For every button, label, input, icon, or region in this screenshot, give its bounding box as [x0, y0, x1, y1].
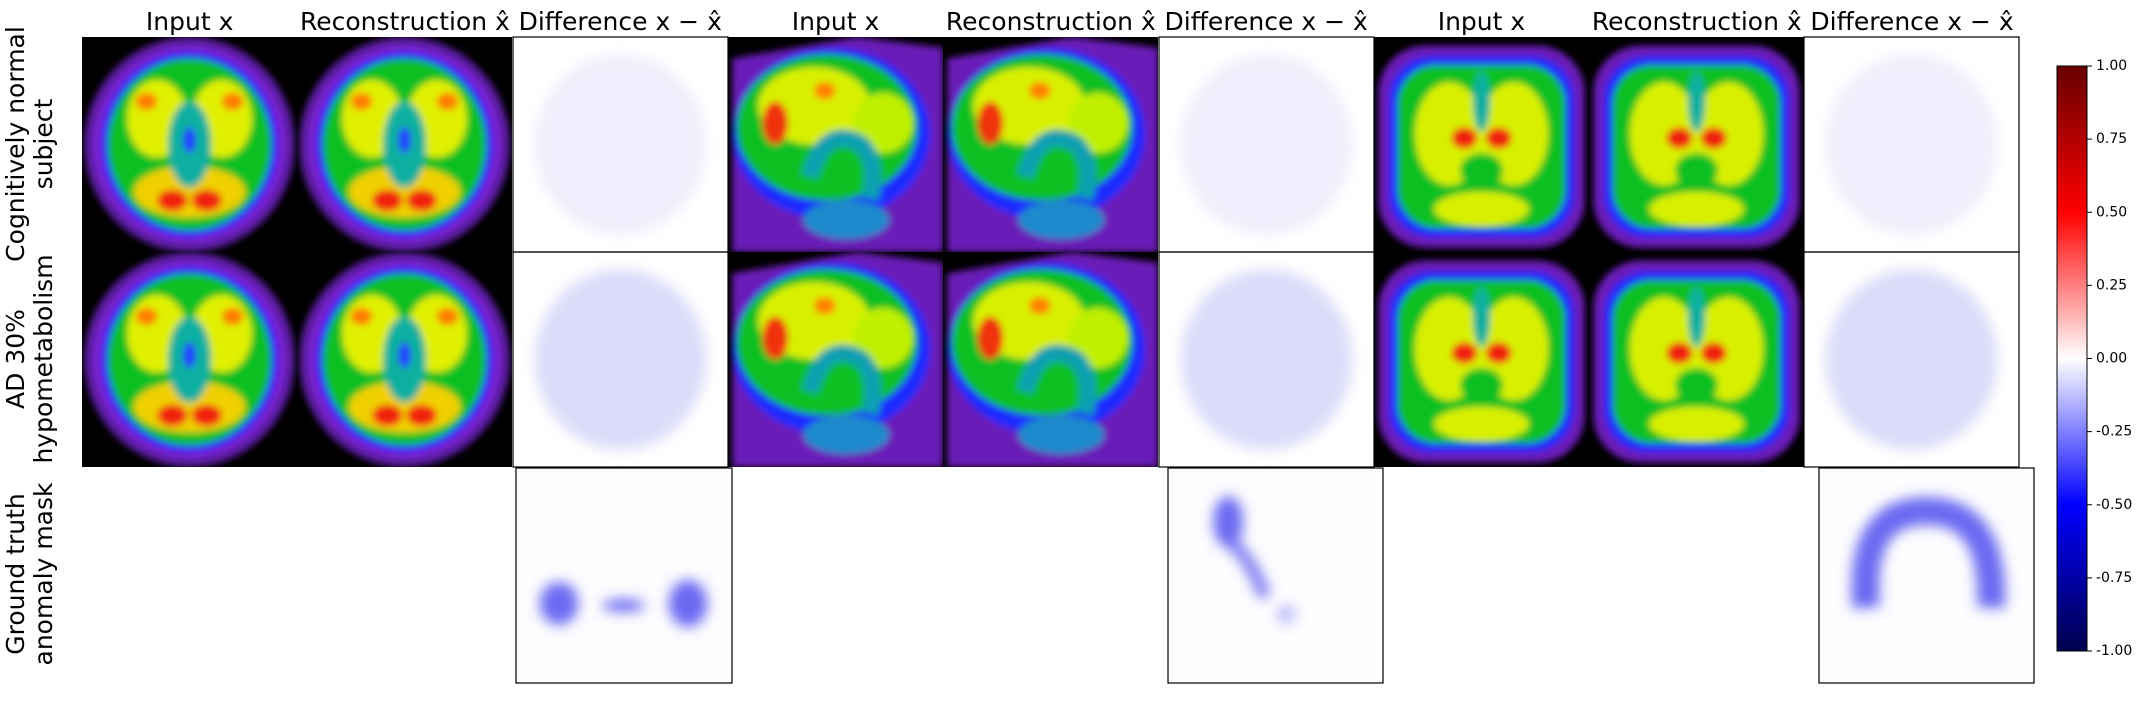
- difference-image: [1159, 37, 1374, 252]
- colorbar-tick-label: -0.75: [2096, 570, 2132, 586]
- pet-image: [1589, 37, 1804, 252]
- difference-image: [1804, 37, 2019, 252]
- row-label: Ground truth: [1, 493, 30, 654]
- row-label: subject: [29, 99, 58, 190]
- column-title: Input x: [1438, 7, 1525, 36]
- pet-image: [1374, 37, 1589, 252]
- column-title: Input x: [792, 7, 879, 36]
- colorbar-tick-label: 1.00: [2096, 58, 2127, 74]
- pet-image: [943, 252, 1158, 467]
- difference-image: [1159, 252, 1374, 467]
- colorbar: [2056, 65, 2088, 652]
- pet-image: [1589, 252, 1804, 467]
- pet-image: [1374, 252, 1589, 467]
- column-title: Difference x − x̂: [1810, 7, 2013, 36]
- pet-image: [728, 252, 943, 467]
- pet-image: [297, 252, 512, 467]
- pet-image: [943, 37, 1158, 252]
- colorbar-tick-label: 0.75: [2096, 131, 2127, 147]
- panel-frames: [512, 36, 2035, 684]
- pet-image: [297, 37, 512, 252]
- pet-image: [82, 252, 297, 467]
- mask-image: [1819, 468, 2034, 683]
- column-title: Input x: [146, 7, 233, 36]
- colorbar-tick-label: 0.50: [2096, 204, 2127, 220]
- difference-image: [513, 37, 728, 252]
- colorbar-tick-label: -0.50: [2096, 497, 2132, 513]
- colorbar-tick-label: 0.00: [2096, 351, 2127, 367]
- difference-image: [513, 252, 728, 467]
- column-title: Difference x − x̂: [1165, 7, 1368, 36]
- pet-image: [728, 37, 943, 252]
- pet-image: [82, 37, 297, 252]
- column-title: Reconstruction x̂: [300, 7, 510, 36]
- colorbar-tick-label: -0.25: [2096, 424, 2132, 440]
- row-label: hypometabolism: [29, 254, 58, 463]
- mask-image: [516, 468, 731, 683]
- row-label: anomaly mask: [29, 482, 58, 666]
- column-title: Reconstruction x̂: [1592, 7, 1802, 36]
- column-title: Reconstruction x̂: [946, 7, 1156, 36]
- mask-image: [1168, 468, 1383, 683]
- difference-image: [1804, 252, 2019, 467]
- column-title: Difference x − x̂: [519, 7, 722, 36]
- row-label: Cognitively normal: [1, 26, 30, 262]
- colorbar-tick-label: -1.00: [2096, 643, 2132, 659]
- panels: [82, 36, 2035, 684]
- row-label: AD 30%: [1, 309, 30, 409]
- colorbar-tick-label: 0.25: [2096, 277, 2127, 293]
